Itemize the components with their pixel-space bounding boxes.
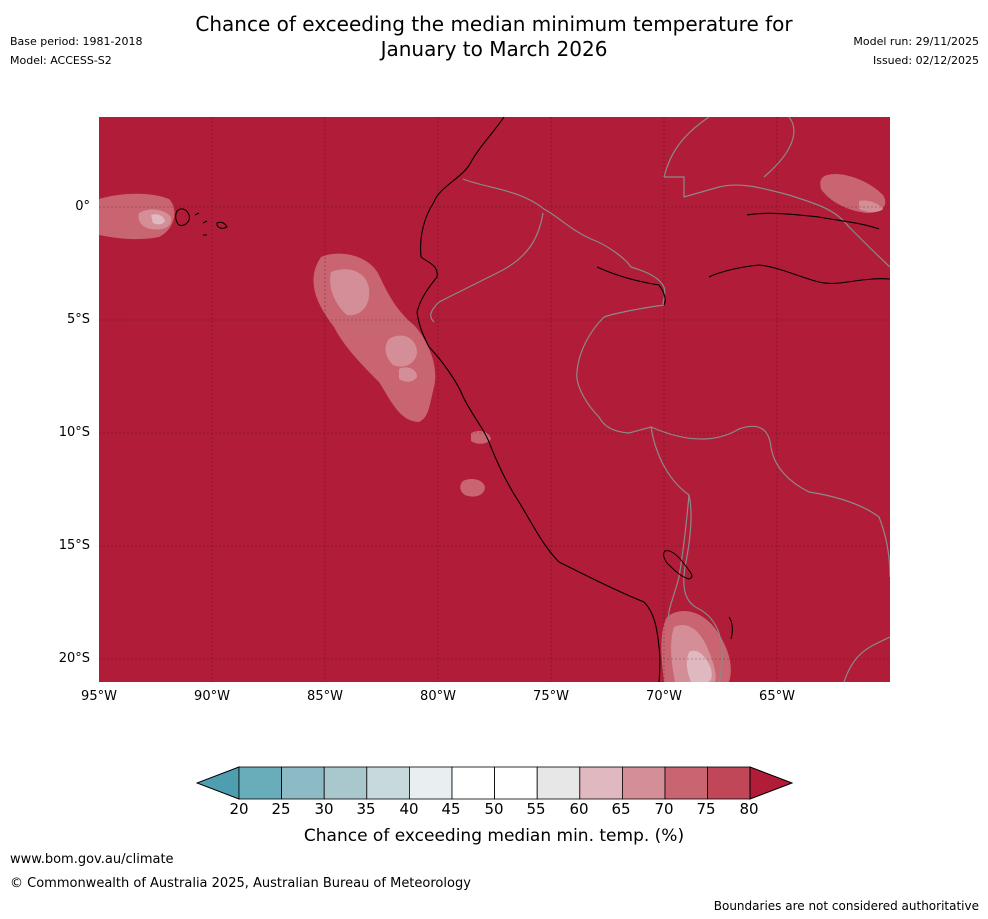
model-text: Model: ACCESS-S2: [10, 54, 112, 67]
tick-40: 40: [399, 800, 419, 818]
galapagos-islands: [175, 208, 228, 236]
lat-label-5s: 5°S: [66, 312, 90, 327]
tick-70: 70: [654, 800, 674, 818]
patch-peru-65-b: [385, 335, 417, 367]
colorbar-segment-65-70: [621, 766, 666, 800]
colorbar-segment-35-40: [366, 766, 410, 800]
lat-label-0: 0°: [75, 199, 90, 214]
patch-lima-70: [471, 431, 491, 444]
issued-text: Issued: 02/12/2025: [872, 54, 979, 67]
tick-35: 35: [356, 800, 376, 818]
colorbar-segments: [238, 766, 751, 800]
tick-80: 80: [739, 800, 759, 818]
patch-galapagos-60: [151, 214, 165, 225]
islands: [175, 208, 733, 640]
country-borders: [430, 116, 891, 683]
colorbar-segment-30-35: [323, 766, 368, 800]
colorbar-segment-55-60: [536, 766, 581, 800]
colorbar-segment-20-25: [238, 766, 282, 800]
title-line-2: January to March 2026: [380, 37, 608, 61]
lat-label-15s: 15°S: [58, 538, 90, 553]
colorbar-segment-50-55: [494, 766, 538, 800]
patch-south-peru-70: [460, 479, 485, 497]
patch-amazon-65: [859, 200, 883, 212]
meta-left: Base period: 1981-2018 Model: ACCESS-S2: [10, 32, 142, 70]
colorbar-label: Chance of exceeding median min. temp. (%…: [303, 826, 685, 846]
lake-titicaca: [663, 550, 693, 580]
colorbar-segment-45-50: [451, 766, 495, 800]
tick-30: 30: [314, 800, 334, 818]
colorbar: [195, 766, 796, 806]
tick-50: 50: [484, 800, 504, 818]
model-run-text: Model run: 29/11/2025: [853, 35, 979, 48]
patch-peru-65-c: [399, 367, 417, 382]
colorbar-ticks: 20 25 30 35 40 45 50 55 60 65 70 75 80: [0, 800, 988, 820]
map-svg: [99, 116, 891, 683]
lon-label-65w: 65°W: [759, 689, 795, 704]
patch-peru-65-a: [330, 269, 370, 316]
forecast-map: [99, 116, 891, 683]
patch-atacama-60: [686, 650, 712, 682]
tick-55: 55: [526, 800, 546, 818]
lon-label-75w: 75°W: [533, 689, 569, 704]
map-title: Chance of exceeding the median minimum t…: [0, 12, 988, 62]
colorbar-segment-25-30: [281, 766, 325, 800]
map-background: [99, 117, 890, 682]
lon-label-90w: 90°W: [194, 689, 230, 704]
tick-20: 20: [229, 800, 249, 818]
colorbar-segment-75-80: [707, 766, 751, 800]
footer-note: Boundaries are not considered authoritat…: [713, 899, 979, 913]
colorbar-high-extension: [749, 766, 794, 800]
title-line-1: Chance of exceeding the median minimum t…: [195, 12, 793, 36]
footer-copyright: © Commonwealth of Australia 2025, Austra…: [10, 876, 471, 891]
colorbar-segment-60-65: [579, 766, 623, 800]
tick-75: 75: [696, 800, 716, 818]
footer-url: www.bom.gov.au/climate: [10, 852, 174, 867]
colorbar-low-extension: [195, 766, 240, 800]
tick-60: 60: [569, 800, 589, 818]
base-period-text: Base period: 1981-2018: [10, 35, 143, 48]
lake-poopo: [728, 616, 733, 640]
tick-25: 25: [271, 800, 291, 818]
lon-label-85w: 85°W: [307, 689, 343, 704]
tick-65: 65: [611, 800, 631, 818]
tick-45: 45: [441, 800, 461, 818]
contour-patches: [99, 173, 886, 682]
coastlines: [416, 116, 891, 683]
lon-label-80w: 80°W: [420, 689, 456, 704]
colorbar-segment-40-45: [408, 766, 453, 800]
colorbar-segment-70-75: [664, 766, 708, 800]
meta-right: Model run: 29/11/2025 Issued: 02/12/2025: [853, 32, 979, 70]
lon-label-70w: 70°W: [646, 689, 682, 704]
colorbar-svg: [195, 766, 794, 800]
lon-label-95w: 95°W: [81, 689, 117, 704]
lat-label-20s: 20°S: [58, 651, 90, 666]
lat-label-10s: 10°S: [58, 425, 90, 440]
